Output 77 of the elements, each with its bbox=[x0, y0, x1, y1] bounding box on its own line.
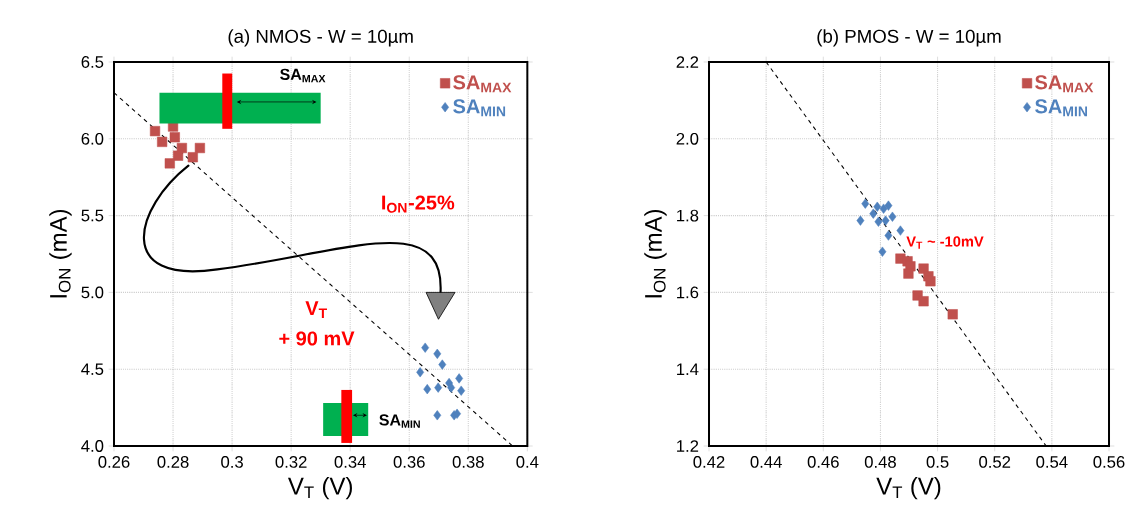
point bbox=[874, 216, 883, 227]
point bbox=[447, 382, 456, 393]
legend-label: SA$_{MIN}$ bbox=[1035, 99, 1088, 117]
x-tick-label: 0.32 bbox=[275, 456, 307, 468]
point bbox=[918, 296, 929, 307]
point bbox=[856, 215, 865, 226]
y-tick-label: 4.5 bbox=[81, 363, 104, 376]
point bbox=[434, 382, 443, 393]
legend-label: SA$_{MAX}$ bbox=[453, 75, 512, 93]
point bbox=[884, 230, 893, 241]
point bbox=[157, 136, 168, 147]
y-tick-label: 4.0 bbox=[81, 440, 104, 452]
point bbox=[433, 410, 442, 421]
point bbox=[423, 384, 432, 395]
point bbox=[194, 142, 205, 154]
point bbox=[903, 268, 914, 279]
point bbox=[421, 342, 430, 353]
y-tick-label: 6.0 bbox=[81, 132, 104, 145]
point bbox=[457, 385, 466, 396]
point bbox=[925, 276, 936, 287]
x-axis-title: V$_{T}$ (V) bbox=[287, 476, 352, 500]
point bbox=[433, 348, 442, 359]
point bbox=[869, 208, 878, 219]
chart-title: (b) PMOS - W = 10µm bbox=[817, 29, 1001, 47]
x-tick-label: 0.38 bbox=[452, 456, 484, 468]
y-tick-label: 5.5 bbox=[81, 209, 104, 222]
y-tick-label: 2.0 bbox=[676, 132, 699, 145]
annotation: V$_{T}$ bbox=[305, 301, 327, 319]
point bbox=[173, 150, 184, 161]
x-tick-label: 0.34 bbox=[334, 456, 366, 468]
y-tick-label: 1.8 bbox=[677, 209, 699, 222]
y-tick-label: 5.0 bbox=[81, 286, 104, 299]
x-tick-label: 0.5 bbox=[926, 456, 949, 468]
x-tick-label: 0.42 bbox=[693, 456, 725, 468]
chart-title: (a) NMOS - W = 10µm bbox=[228, 29, 413, 47]
x-tick-label: 0.3 bbox=[221, 456, 243, 468]
x-tick-label: 0.46 bbox=[807, 456, 839, 468]
point bbox=[888, 211, 897, 222]
annotation: + 90 mV bbox=[279, 331, 355, 346]
x-tick-label: 0.44 bbox=[750, 456, 782, 468]
point bbox=[169, 132, 180, 143]
point bbox=[164, 158, 175, 169]
x-tick-label: 0.54 bbox=[1036, 456, 1068, 468]
x-tick-label: 0.28 bbox=[157, 456, 189, 468]
y-tick-label: 1.2 bbox=[677, 440, 699, 452]
y-tick-label: 6.5 bbox=[81, 56, 104, 68]
x-tick-label: 0.36 bbox=[393, 456, 425, 468]
point bbox=[438, 359, 447, 370]
point bbox=[884, 200, 893, 211]
x-tick-label: 0.26 bbox=[98, 456, 130, 468]
y-axis-title: I$_{ON}$ (mA) bbox=[49, 209, 72, 298]
x-tick-label: 0.52 bbox=[979, 456, 1011, 468]
point bbox=[878, 246, 887, 257]
point bbox=[873, 201, 882, 212]
annotation: I$_{ON}$-25% bbox=[382, 195, 455, 213]
x-tick-label: 0.48 bbox=[864, 456, 896, 468]
x-tick-label: 0.56 bbox=[1093, 456, 1125, 468]
point bbox=[149, 126, 161, 137]
point bbox=[879, 203, 888, 214]
point bbox=[896, 225, 905, 236]
y-axis-title: I$_{ON}$ (mA) bbox=[644, 209, 667, 298]
point bbox=[947, 309, 958, 320]
point bbox=[881, 215, 890, 226]
y-tick-label: 2.2 bbox=[676, 56, 699, 68]
point bbox=[416, 367, 425, 378]
x-axis-title: V$_{T}$ (V) bbox=[876, 476, 941, 500]
x-tick-label: 0.4 bbox=[516, 456, 539, 468]
annotation: SA$_{MAX}$ bbox=[280, 68, 326, 83]
point bbox=[187, 152, 198, 163]
point bbox=[455, 373, 464, 384]
y-tick-label: 1.6 bbox=[677, 286, 699, 299]
annotation: SA$_{MIN}$ bbox=[379, 414, 420, 428]
y-tick-label: 1.4 bbox=[677, 363, 699, 375]
annotation: V$_{T}$ ~ -10mV bbox=[906, 236, 984, 249]
point bbox=[861, 198, 870, 209]
legend-label: SA$_{MIN}$ bbox=[453, 99, 506, 117]
legend-label: SA$_{MAX}$ bbox=[1035, 75, 1094, 93]
